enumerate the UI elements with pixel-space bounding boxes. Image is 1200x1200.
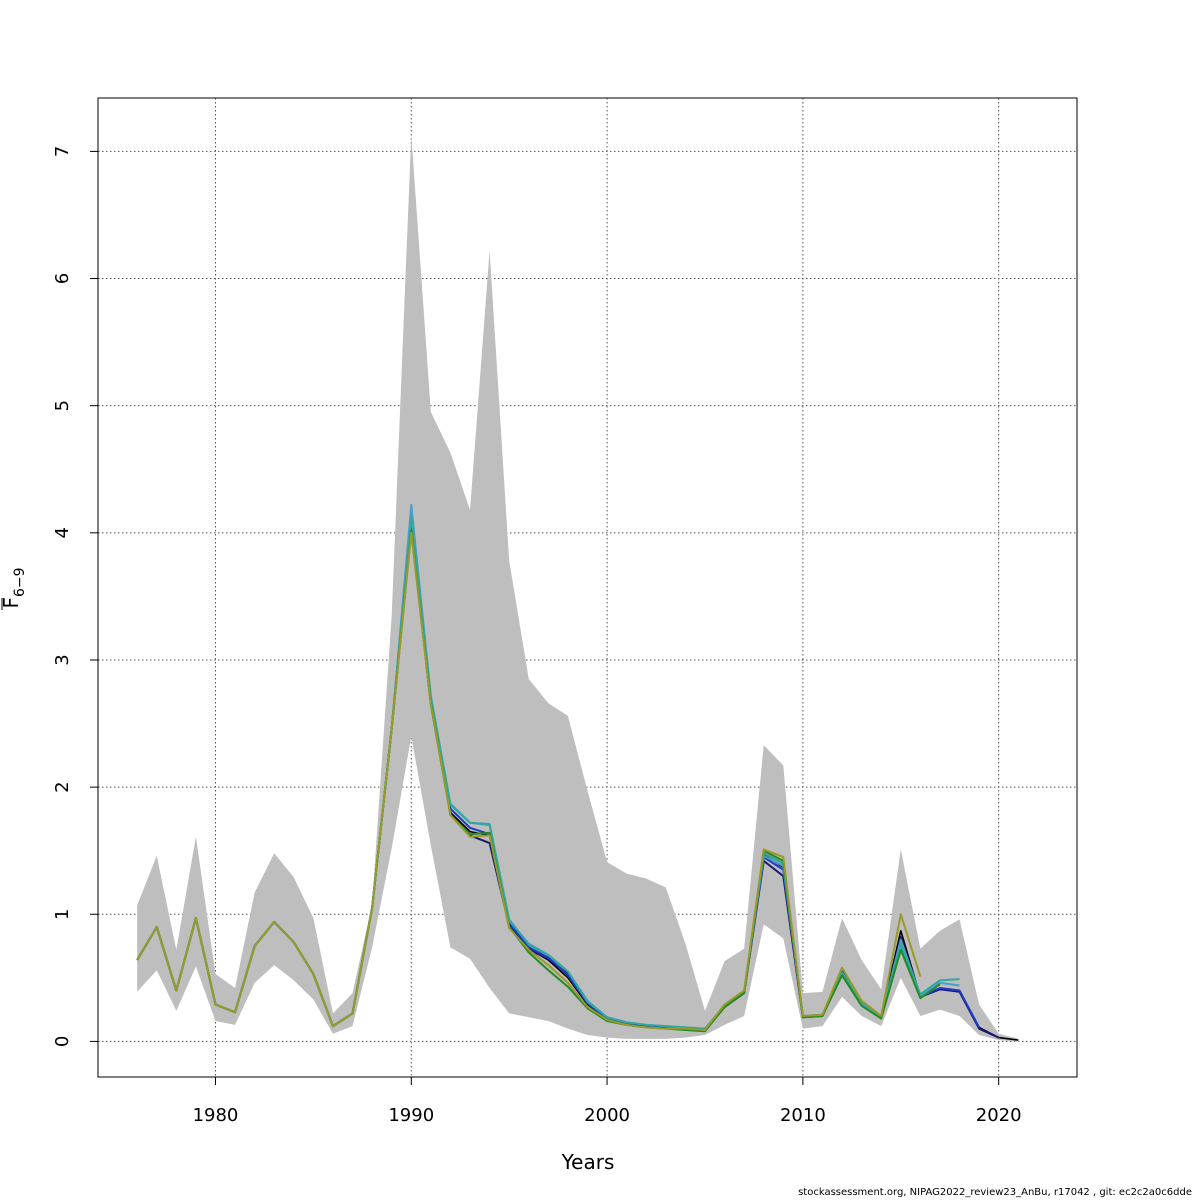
series-line-7 <box>136 531 922 1031</box>
confidence-band-area <box>137 134 1019 1042</box>
x-axis-title: Years <box>561 1150 615 1174</box>
footer-credit: stockassessment.org, NIPAG2022_review23_… <box>798 1187 1192 1198</box>
y-axis-title: F6−9 <box>0 567 28 610</box>
x-tick-label: 1980 <box>193 1105 239 1126</box>
x-tick-label: 2010 <box>780 1105 826 1126</box>
x-tick-label: 2000 <box>584 1105 630 1126</box>
y-tick-label: 2 <box>52 781 73 792</box>
svg-text:F6−9: F6−9 <box>0 567 28 608</box>
y-tick-label: 1 <box>52 909 73 920</box>
y-tick-label: 4 <box>52 527 73 538</box>
x-axis: 1980 1990 2000 2010 2020 <box>193 1077 1022 1126</box>
y-tick-label: 0 <box>52 1036 73 1047</box>
y-tick-label: 5 <box>52 400 73 411</box>
plot-frame <box>97 97 1078 1078</box>
confidence-band <box>137 134 1019 1042</box>
y-axis-title-main: F <box>0 597 23 609</box>
y-tick-label: 3 <box>52 654 73 665</box>
series-lines <box>136 503 1019 1041</box>
y-tick-label: 6 <box>52 273 73 284</box>
x-tick-label: 2020 <box>976 1105 1022 1126</box>
y-axis: 0 1 2 3 4 5 6 7 <box>52 146 98 1047</box>
y-tick-label: 7 <box>52 146 73 157</box>
x-tick-label: 1990 <box>388 1105 434 1126</box>
y-axis-title-sub: 6−9 <box>12 567 28 597</box>
